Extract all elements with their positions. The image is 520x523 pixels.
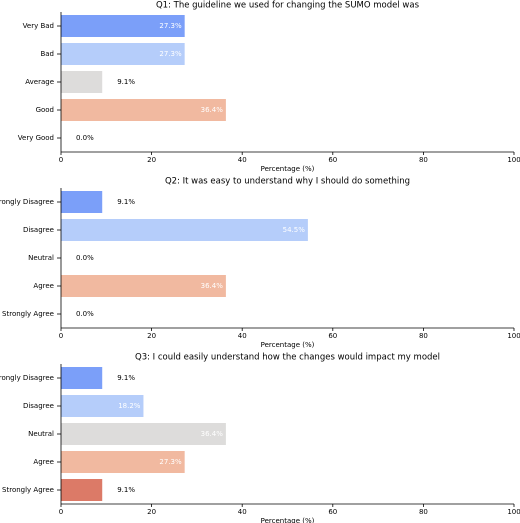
bar [61,367,103,389]
y-tick-label: Strongly Disagree [0,374,54,382]
bar [61,423,226,445]
value-label: 9.1% [117,486,135,494]
value-label: 36.4% [201,430,224,438]
x-tick-label: 80 [419,156,428,164]
x-axis-label: Percentage (%) [261,517,315,523]
x-tick-label: 80 [419,508,428,516]
value-label: 27.3% [159,22,182,30]
bar [61,71,103,93]
value-label: 27.3% [159,50,182,58]
x-tick-label: 100 [507,332,520,340]
y-tick-label: Strongly Agree [2,486,54,494]
bar [61,479,103,501]
value-label: 9.1% [117,374,135,382]
y-tick-label: Agree [33,458,54,466]
value-label: 27.3% [159,458,182,466]
value-label: 9.1% [117,198,135,206]
chart-title: Q2: It was easy to understand why I shou… [165,177,410,187]
y-tick-label: Neutral [28,430,54,438]
bar [61,43,185,65]
value-label: 0.0% [76,134,94,142]
bar [61,451,185,473]
bar [61,395,144,417]
x-tick-label: 0 [59,156,63,164]
x-tick-label: 40 [238,332,247,340]
x-tick-label: 0 [59,332,63,340]
chart-title: Q3: I could easily understand how the ch… [135,353,440,363]
bar [61,99,226,121]
bar [61,219,308,241]
x-tick-label: 20 [147,508,156,516]
y-tick-label: Average [25,78,54,86]
x-tick-label: 40 [238,508,247,516]
x-tick-label: 20 [147,332,156,340]
x-tick-label: 100 [507,508,520,516]
x-tick-label: 40 [238,156,247,164]
value-label: 36.4% [201,106,224,114]
x-tick-label: 60 [328,332,337,340]
x-tick-label: 80 [419,332,428,340]
value-label: 0.0% [76,310,94,318]
value-label: 18.2% [118,402,141,410]
x-tick-label: 0 [59,508,63,516]
x-tick-label: 20 [147,156,156,164]
chart-title: Q1: The guideline we used for changing t… [156,1,420,11]
y-tick-label: Good [36,106,54,114]
y-tick-label: Bad [40,50,54,58]
x-tick-label: 60 [328,508,337,516]
y-tick-label: Disagree [23,402,54,410]
value-label: 0.0% [76,254,94,262]
x-axis-label: Percentage (%) [261,341,315,349]
x-tick-label: 100 [507,156,520,164]
y-tick-label: Very Bad [23,22,54,30]
bar [61,15,185,37]
y-tick-label: Strongly Disagree [0,198,54,206]
y-tick-label: Disagree [23,226,54,234]
y-tick-label: Very Good [18,134,54,142]
x-tick-label: 60 [328,156,337,164]
bar [61,275,226,297]
value-label: 36.4% [201,282,224,290]
y-tick-label: Neutral [28,254,54,262]
value-label: 54.5% [283,226,306,234]
y-tick-label: Strongly Agree [2,310,54,318]
y-tick-label: Agree [33,282,54,290]
bar [61,191,103,213]
value-label: 9.1% [117,78,135,86]
x-axis-label: Percentage (%) [261,165,315,173]
